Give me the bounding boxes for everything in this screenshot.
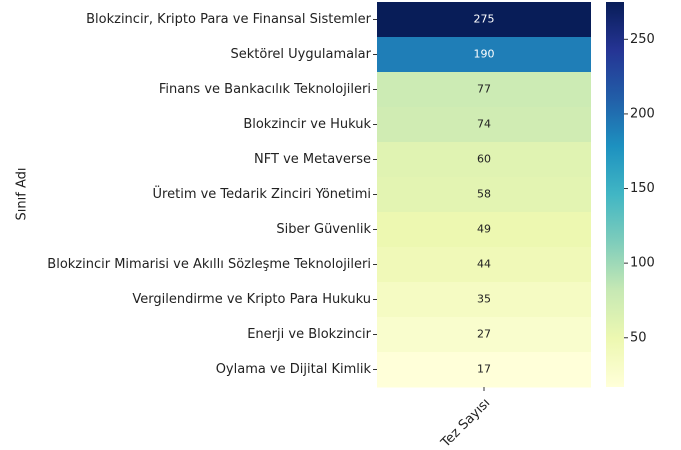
y-tick-label: Üretim ve Tedarik Zinciri Yönetimi [153,185,371,202]
colorbar-tick-label: 200 [630,106,655,121]
cell-value-label: 74 [477,118,491,131]
y-tick-label: Siber Güvenlik [276,222,371,237]
cell-value-label: 17 [477,363,491,376]
cell-value-label: 44 [477,258,491,271]
y-tick-label: Enerji ve Blokzincir [247,327,371,342]
y-tick-label: Blokzincir Mimarisi ve Akıllı Sözleşme T… [47,257,371,272]
heatmap-cell [377,352,591,388]
colorbar [606,2,624,387]
y-tick-label: Vergilendirme ve Kripto Para Hukuku [132,292,371,307]
colorbar-tick-label: 100 [630,256,655,271]
cell-value-label: 275 [474,13,495,26]
heatmap-cell [377,317,591,353]
colorbar-tick-label: 50 [630,330,647,345]
heatmap-cell [377,247,591,283]
x-tick-label: Tez Sayısı [438,396,494,450]
y-tick-label: Sektörel Uygulamalar [231,47,372,62]
y-tick-label: Blokzincir, Kripto Para ve Finansal Sist… [86,12,372,27]
cell-value-label: 58 [477,188,491,201]
y-tick-label: Finans ve Bankacılık Teknolojileri [159,82,371,97]
cell-value-label: 190 [474,48,495,61]
colorbar-tick-label: 150 [630,181,655,196]
heatmap-cell [377,72,591,108]
cell-value-label: 35 [477,293,491,306]
heatmap-cell [377,177,591,213]
heatmap-cell [377,107,591,143]
y-tick-label: Oylama ve Dijital Kimlik [216,362,372,377]
heatmap-cell [377,142,591,178]
cell-value-label: 77 [477,83,491,96]
heatmap-cell [377,37,591,73]
cell-value-label: 49 [477,223,491,236]
y-tick-label: NFT ve Metaverse [254,152,371,167]
heatmap-cell [377,282,591,318]
y-tick-label: Blokzincir ve Hukuk [243,117,371,132]
cell-value-label: 60 [477,153,491,166]
cell-value-label: 27 [477,328,491,341]
heatmap-cell [377,2,591,38]
colorbar-tick-label: 250 [630,32,655,47]
heatmap-cell [377,212,591,248]
y-axis-label: Sınıf Adı [15,168,30,221]
